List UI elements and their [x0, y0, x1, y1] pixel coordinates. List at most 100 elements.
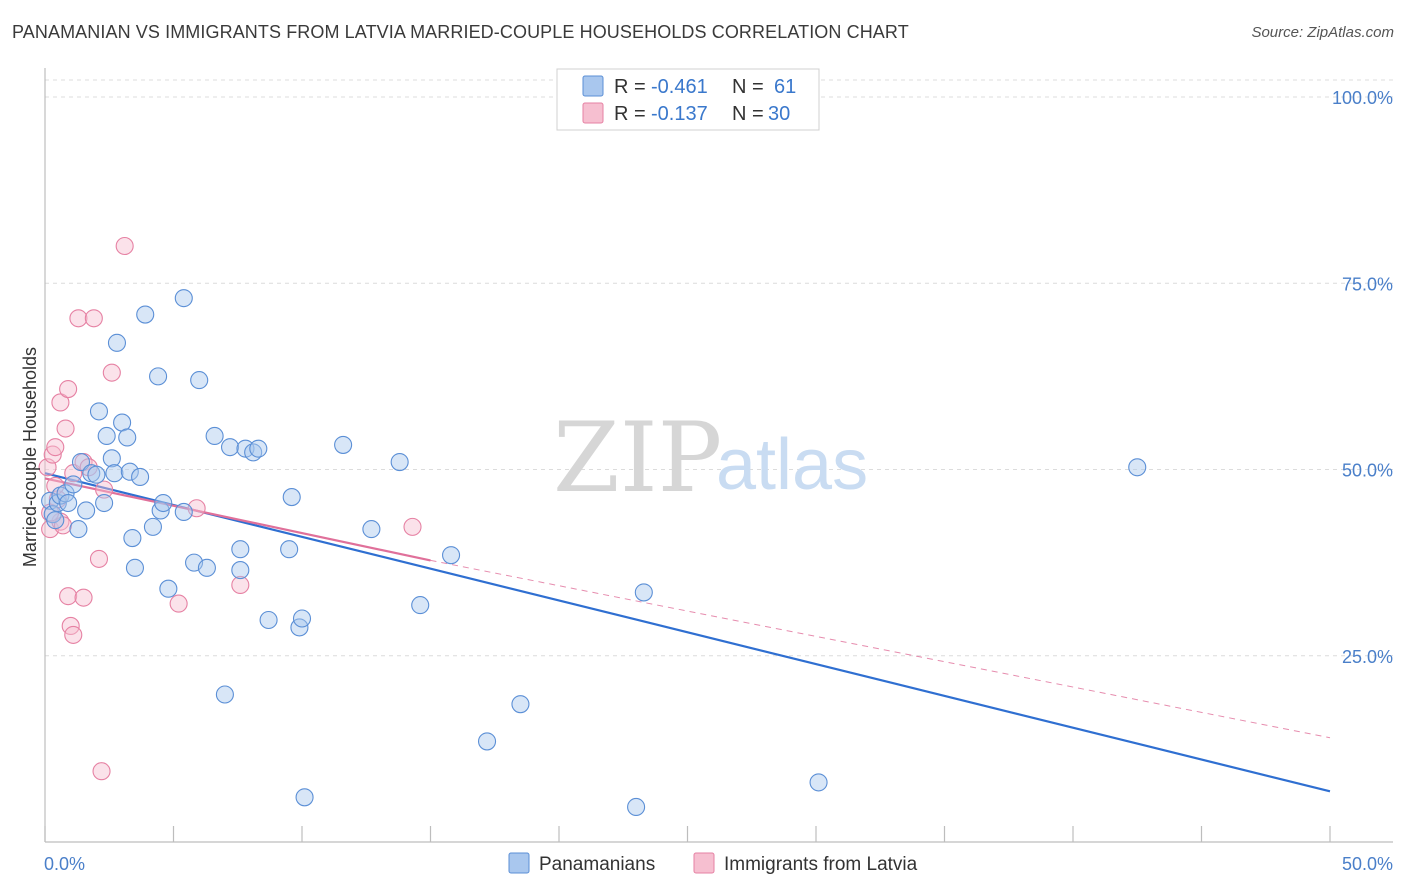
point-panamanians — [220, 438, 240, 457]
point-panamanians — [149, 367, 168, 386]
point-panamanians — [362, 520, 381, 539]
point-panamanians — [280, 540, 299, 559]
y-tick-label: 50.0% — [1342, 461, 1393, 481]
bottom-legend-label-panamanians: Panamanians — [539, 854, 655, 875]
legend-n-value-1: 61 — [774, 76, 796, 98]
point-panamanians — [118, 428, 137, 447]
legend-r-label-1: R = — [614, 76, 646, 98]
watermark-atlas: atlas — [716, 425, 868, 505]
point-panamanians — [136, 305, 155, 324]
point-panamanians — [102, 449, 121, 468]
point-latvia — [231, 575, 250, 595]
x-tick-label: 0.0% — [44, 854, 85, 874]
point-latvia — [74, 588, 93, 607]
watermark: ZIP atlas — [553, 402, 868, 514]
point-panamanians — [64, 475, 83, 494]
point-latvia — [59, 587, 78, 606]
trend-line-panamanians — [44, 472, 1331, 793]
point-panamanians — [77, 501, 96, 520]
trend-line-latvia — [44, 477, 431, 562]
legend-r-label-2: R = — [614, 103, 646, 125]
point-latvia — [169, 594, 188, 613]
point-panamanians — [295, 788, 314, 807]
point-panamanians — [123, 528, 142, 548]
point-panamanians — [442, 546, 461, 565]
point-panamanians — [477, 732, 497, 751]
point-panamanians — [231, 561, 250, 580]
point-panamanians — [143, 517, 162, 536]
point-latvia — [95, 480, 114, 499]
point-panamanians — [197, 558, 216, 577]
point-panamanians — [627, 797, 646, 817]
point-panamanians — [174, 502, 193, 522]
point-panamanians — [215, 685, 234, 704]
point-panamanians — [259, 610, 278, 630]
point-panamanians — [89, 402, 109, 421]
point-panamanians — [69, 520, 88, 539]
point-panamanians — [511, 695, 530, 714]
point-panamanians — [231, 540, 250, 559]
point-latvia — [84, 309, 103, 328]
point-panamanians — [190, 371, 209, 390]
point-panamanians — [205, 426, 224, 446]
point-panamanians — [174, 289, 193, 308]
point-panamanians — [154, 493, 173, 513]
point-latvia — [43, 445, 62, 464]
point-panamanians — [125, 558, 144, 577]
point-panamanians — [1128, 458, 1147, 477]
point-latvia — [102, 363, 121, 382]
bottom-legend-swatch-latvia — [693, 852, 715, 874]
legend-top: R = -0.461 N = 61 R = -0.137 N = 30 — [556, 68, 820, 131]
legend-bottom: Panamanians Immigrants from Latvia — [508, 852, 918, 875]
point-panamanians — [48, 493, 67, 513]
point-panamanians — [71, 452, 91, 472]
point-panamanians — [107, 333, 127, 352]
point-panamanians — [120, 462, 139, 481]
point-panamanians — [46, 511, 65, 530]
point-latvia — [403, 517, 422, 536]
point-latvia — [89, 549, 109, 568]
point-panamanians — [105, 464, 124, 483]
legend-r-value-2: -0.137 — [651, 103, 708, 125]
bottom-legend-swatch-panamanians — [508, 852, 530, 874]
point-latvia — [115, 236, 134, 256]
legend-n-label-1: N = — [732, 76, 764, 98]
chart-title: PANAMANIAN VS IMMIGRANTS FROM LATVIA MAR… — [12, 22, 909, 42]
axis-layer: 25.0% 50.0% 75.0% 100.0% 0.0% 50.0% — [44, 68, 1393, 874]
legend-r-value-1: -0.461 — [651, 76, 708, 98]
point-panamanians — [249, 439, 268, 458]
point-panamanians — [411, 596, 430, 615]
chart-source: Source: ZipAtlas.com — [1251, 24, 1394, 41]
point-panamanians — [59, 493, 78, 513]
trend-extension-latvia — [430, 559, 1331, 739]
point-panamanians — [151, 501, 170, 520]
x-tick-label: 50.0% — [1342, 854, 1393, 874]
point-panamanians — [131, 467, 150, 487]
y-tick-label: 75.0% — [1342, 274, 1393, 294]
point-panamanians — [634, 583, 653, 602]
point-latvia — [92, 762, 111, 781]
point-latvia — [59, 379, 78, 399]
trend-layer — [44, 472, 1331, 793]
point-panamanians — [292, 609, 312, 628]
point-latvia — [69, 309, 88, 328]
watermark-zip: ZIP — [553, 402, 722, 514]
y-tick-label: 25.0% — [1342, 647, 1393, 667]
legend-swatch-latvia — [582, 102, 604, 124]
y-tick-label: 100.0% — [1332, 88, 1393, 108]
legend-n-value-2: 30 — [768, 103, 790, 125]
point-latvia — [64, 625, 83, 644]
point-latvia — [56, 419, 75, 438]
point-panamanians — [97, 426, 116, 446]
point-panamanians — [809, 773, 828, 792]
y-axis-label: Married-couple Households — [20, 347, 40, 567]
points-layer — [38, 236, 1147, 817]
point-panamanians — [159, 579, 178, 598]
point-panamanians — [334, 435, 353, 454]
bottom-legend-label-latvia: Immigrants from Latvia — [724, 854, 918, 875]
point-panamanians — [87, 465, 106, 484]
point-latvia — [46, 438, 65, 457]
point-panamanians — [95, 493, 114, 513]
point-panamanians — [282, 488, 301, 507]
